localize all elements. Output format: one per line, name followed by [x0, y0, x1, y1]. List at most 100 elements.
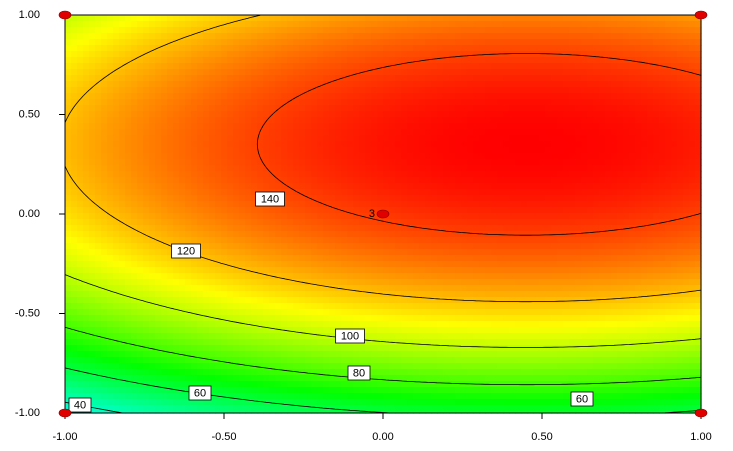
- heat-cell: [161, 159, 168, 166]
- heat-cell: [305, 219, 312, 226]
- heat-cell: [269, 117, 276, 124]
- heat-cell: [383, 105, 390, 112]
- heat-cell: [365, 279, 372, 286]
- heat-cell: [179, 231, 186, 238]
- heat-cell: [497, 69, 504, 76]
- heat-cell: [485, 45, 492, 52]
- heat-cell: [203, 183, 210, 190]
- heat-cell: [209, 237, 216, 244]
- heat-cell: [473, 189, 480, 196]
- heat-cell: [275, 63, 282, 70]
- heat-cell: [473, 141, 480, 148]
- heat-cell: [443, 249, 450, 256]
- heat-cell: [611, 177, 618, 184]
- heat-cell: [293, 285, 300, 292]
- heat-cell: [125, 51, 132, 58]
- heat-cell: [101, 177, 108, 184]
- heat-cell: [653, 153, 660, 160]
- heat-cell: [215, 75, 222, 82]
- heat-cell: [305, 291, 312, 298]
- heat-cell: [455, 21, 462, 28]
- heat-cell: [143, 141, 150, 148]
- heat-cell: [377, 267, 384, 274]
- heat-cell: [623, 159, 630, 166]
- heat-cell: [431, 255, 438, 262]
- heat-cell: [599, 171, 606, 178]
- heat-cell: [65, 219, 72, 226]
- heat-cell: [251, 177, 258, 184]
- heat-cell: [251, 99, 258, 106]
- heat-cell: [515, 75, 522, 82]
- heat-cell: [641, 285, 648, 292]
- heat-cell: [251, 81, 258, 88]
- heat-cell: [323, 135, 330, 142]
- heat-cell: [371, 117, 378, 124]
- heat-cell: [233, 87, 240, 94]
- heat-cell: [233, 57, 240, 64]
- heat-cell: [161, 201, 168, 208]
- heat-cell: [569, 111, 576, 118]
- heat-cell: [89, 69, 96, 76]
- heat-cell: [551, 153, 558, 160]
- heat-cell: [281, 75, 288, 82]
- heat-cell: [617, 135, 624, 142]
- heat-cell: [677, 117, 684, 124]
- heat-cell: [689, 189, 696, 196]
- heat-cell: [239, 69, 246, 76]
- heat-cell: [605, 165, 612, 172]
- heat-cell: [71, 273, 78, 280]
- heat-cell: [659, 81, 666, 88]
- heat-cell: [479, 117, 486, 124]
- heat-cell: [569, 51, 576, 58]
- heat-cell: [71, 213, 78, 220]
- heat-cell: [605, 177, 612, 184]
- heat-cell: [77, 57, 84, 64]
- heat-cell: [641, 87, 648, 94]
- heat-cell: [137, 243, 144, 250]
- heat-cell: [239, 231, 246, 238]
- heat-cell: [443, 117, 450, 124]
- heat-cell: [233, 105, 240, 112]
- heat-cell: [299, 243, 306, 250]
- heat-cell: [317, 237, 324, 244]
- heat-cell: [155, 213, 162, 220]
- heat-cell: [635, 177, 642, 184]
- heat-cell: [563, 21, 570, 28]
- heat-cell: [389, 195, 396, 202]
- heat-cell: [479, 123, 486, 130]
- heat-cell: [173, 45, 180, 52]
- heat-cell: [275, 219, 282, 226]
- heat-cell: [383, 189, 390, 196]
- heat-cell: [551, 243, 558, 250]
- heat-cell: [221, 147, 228, 154]
- heat-cell: [575, 207, 582, 214]
- heat-cell: [341, 183, 348, 190]
- heat-cell: [221, 183, 228, 190]
- heat-cell: [353, 249, 360, 256]
- heat-cell: [353, 87, 360, 94]
- heat-cell: [371, 63, 378, 70]
- heat-cell: [491, 57, 498, 64]
- heat-cell: [395, 207, 402, 214]
- heat-cell: [107, 237, 114, 244]
- heat-cell: [77, 261, 84, 268]
- heat-cell: [437, 273, 444, 280]
- heat-cell: [521, 75, 528, 82]
- heat-cell: [203, 189, 210, 196]
- heat-cell: [407, 63, 414, 70]
- heat-cell: [677, 39, 684, 46]
- heat-cell: [449, 237, 456, 244]
- heat-cell: [257, 177, 264, 184]
- heat-cell: [347, 93, 354, 100]
- heat-cell: [515, 207, 522, 214]
- heat-cell: [695, 219, 702, 226]
- heat-cell: [479, 177, 486, 184]
- heat-cell: [83, 195, 90, 202]
- heat-cell: [467, 147, 474, 154]
- heat-cell: [551, 201, 558, 208]
- heat-cell: [467, 267, 474, 274]
- heat-cell: [407, 249, 414, 256]
- heat-cell: [431, 21, 438, 28]
- heat-cell: [413, 141, 420, 148]
- heat-cell: [647, 129, 654, 136]
